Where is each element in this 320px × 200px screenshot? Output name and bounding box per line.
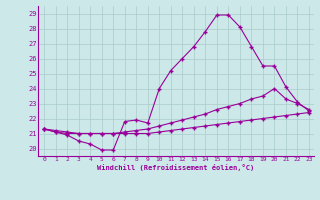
X-axis label: Windchill (Refroidissement éolien,°C): Windchill (Refroidissement éolien,°C) (97, 164, 255, 171)
